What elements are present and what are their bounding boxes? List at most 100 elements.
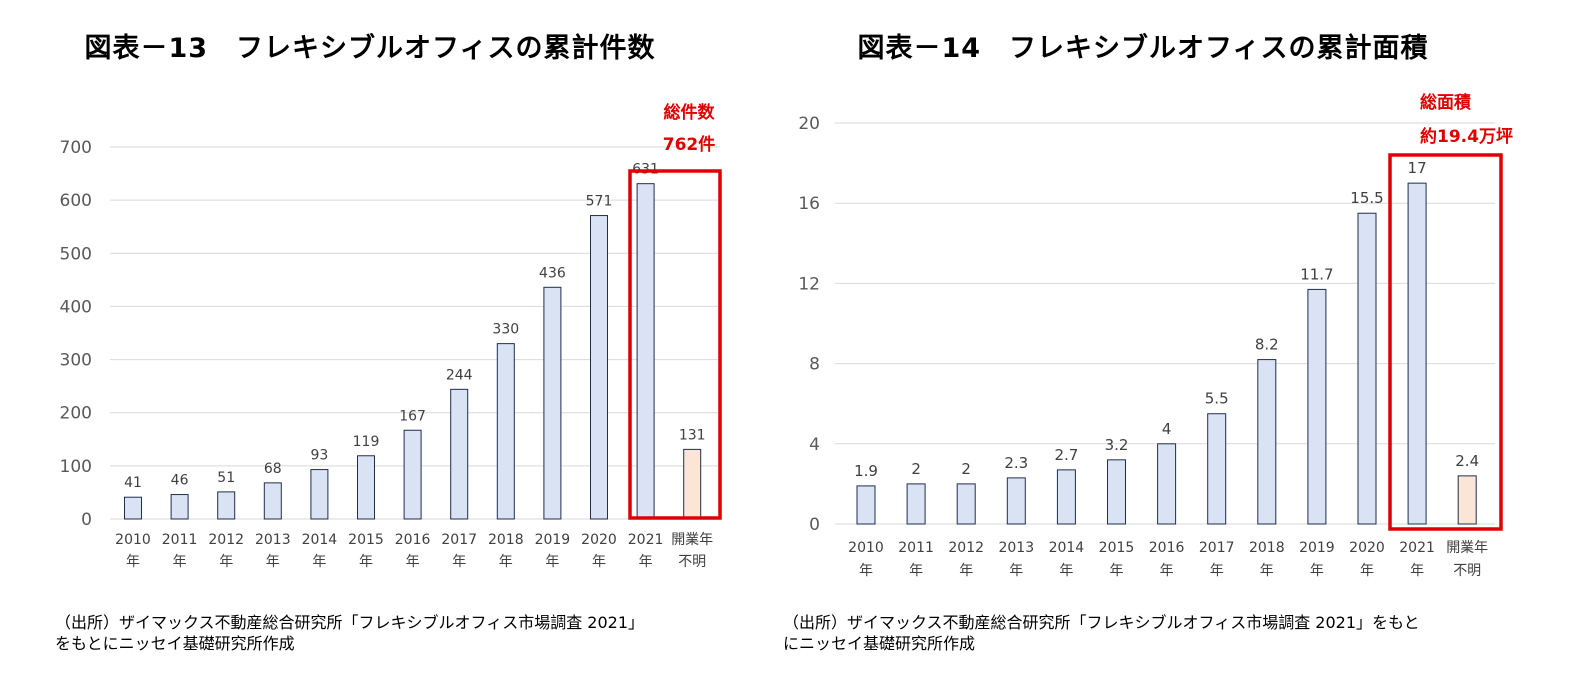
x-tick-label: 年 [499,554,513,570]
x-tick-label: 開業年 [1446,540,1488,556]
x-tick-label: 年 [639,554,653,570]
data-label: 68 [264,461,282,477]
y-tick-label: 500 [60,244,92,264]
x-tick-label: 年 [452,554,466,570]
bar [217,491,236,520]
bar [636,183,655,520]
bar [1257,359,1277,525]
bar [403,429,422,520]
data-label: 46 [171,473,189,489]
x-tick-label: 年 [312,554,326,570]
bar [1157,443,1177,525]
y-tick-label: 20 [798,114,820,134]
data-label: 1.9 [854,462,878,480]
data-label: 51 [217,470,235,486]
y-tick-label: 300 [60,351,92,371]
data-label: 5.5 [1205,390,1229,408]
y-tick-label: 8 [809,355,820,375]
x-tick-label: 年 [1260,563,1274,579]
x-tick-label: 2018 [488,532,524,548]
data-label: 131 [679,427,706,443]
x-tick-label: 年 [266,554,280,570]
x-tick-label: 年 [1059,563,1073,579]
highlight-box [628,169,722,520]
bar [1056,469,1076,525]
data-label: 167 [399,408,426,424]
x-tick-label: 不明 [678,554,706,570]
x-tick-label: 年 [1310,563,1324,579]
y-tick-label: 0 [81,510,92,530]
data-label: 571 [586,194,613,210]
x-tick-label: 年 [219,554,233,570]
data-label: 2.4 [1455,452,1479,470]
chart-title: 図表－13 フレキシブルオフィスの累計件数 [84,33,656,64]
total-annotation-value: 762件 [663,134,716,155]
bar [1307,288,1327,525]
data-label: 330 [492,322,519,338]
x-tick-label: 2010 [115,532,151,548]
bar [124,496,142,520]
x-tick-label: 2016 [395,532,431,548]
bar [1357,212,1377,525]
bar [1006,477,1026,525]
y-tick-label: 0 [809,515,820,535]
bar [1107,459,1126,525]
x-tick-label: 年 [1360,563,1374,579]
y-tick-label: 700 [60,138,92,158]
source-line: （出所）ザイマックス不動産総合研究所「フレキシブルオフィス市場調査 2021」 [55,613,645,632]
bar [543,286,562,520]
bar-chart-cumulative-count: 0 100 200 300 400 500 600 700 41 2010 年 46 2011 年 51 20… [60,102,722,570]
x-tick-label: 年 [406,554,420,570]
x-tick-label: 2011 [898,540,934,556]
data-label: 8.2 [1255,336,1279,354]
x-tick-label: 不明 [1453,563,1481,579]
x-tick-label: 2016 [1149,540,1185,556]
x-tick-label: 年 [126,554,140,570]
source-line: をもとにニッセイ基礎研究所作成 [55,634,295,653]
data-label: 17 [1408,159,1427,177]
x-tick-label: 年 [909,563,923,579]
data-label: 2 [961,460,971,478]
bar [906,483,926,525]
x-tick-label: 年 [859,563,873,579]
data-label: 41 [124,475,142,491]
bar [450,388,469,520]
x-tick-label: 2013 [998,540,1034,556]
data-label: 244 [446,367,473,383]
data-label: 2.3 [1004,454,1028,472]
data-label: 3.2 [1105,436,1129,454]
bar [683,448,702,520]
x-tick-label: 2012 [208,532,244,548]
total-annotation-value: 約19.4万坪 [1420,126,1513,147]
chart-title: 図表－14 フレキシブルオフィスの累計面積 [857,33,1429,64]
x-tick-label: 年 [1210,563,1224,579]
bar [310,469,329,520]
bar [263,482,282,520]
x-tick-label: 2012 [948,540,984,556]
x-tick-label: 年 [592,554,606,570]
bar [1457,475,1477,525]
bar [856,485,876,525]
bar [357,455,375,520]
x-tick-label: 2015 [1099,540,1135,556]
x-tick-label: 2013 [255,532,291,548]
x-tick-label: 年 [545,554,559,570]
bar [170,494,189,520]
x-tick-label: 2019 [535,532,571,548]
x-tick-label: 年 [959,563,973,579]
bar [590,215,608,520]
bar [1207,413,1227,525]
x-tick-label: 2018 [1249,540,1285,556]
x-tick-label: 2010 [848,540,884,556]
data-label: 2.7 [1054,446,1078,464]
y-tick-label: 600 [60,191,92,211]
total-annotation-label: 総面積 [1420,92,1472,113]
x-tick-label: 2020 [1349,540,1385,556]
source-line: （出所）ザイマックス不動産総合研究所「フレキシブルオフィス市場調査 2021」を… [783,613,1420,632]
y-tick-label: 100 [60,457,92,477]
bar [956,483,976,525]
y-tick-label: 400 [60,297,92,317]
bar-chart-cumulative-area: 0 4 8 12 16 20 1.9 2010 年 2 2011 年 2 2012 年 2.3 2013 年 2.7… [798,92,1513,579]
data-label: 93 [310,448,328,464]
data-label: 11.7 [1300,265,1333,283]
